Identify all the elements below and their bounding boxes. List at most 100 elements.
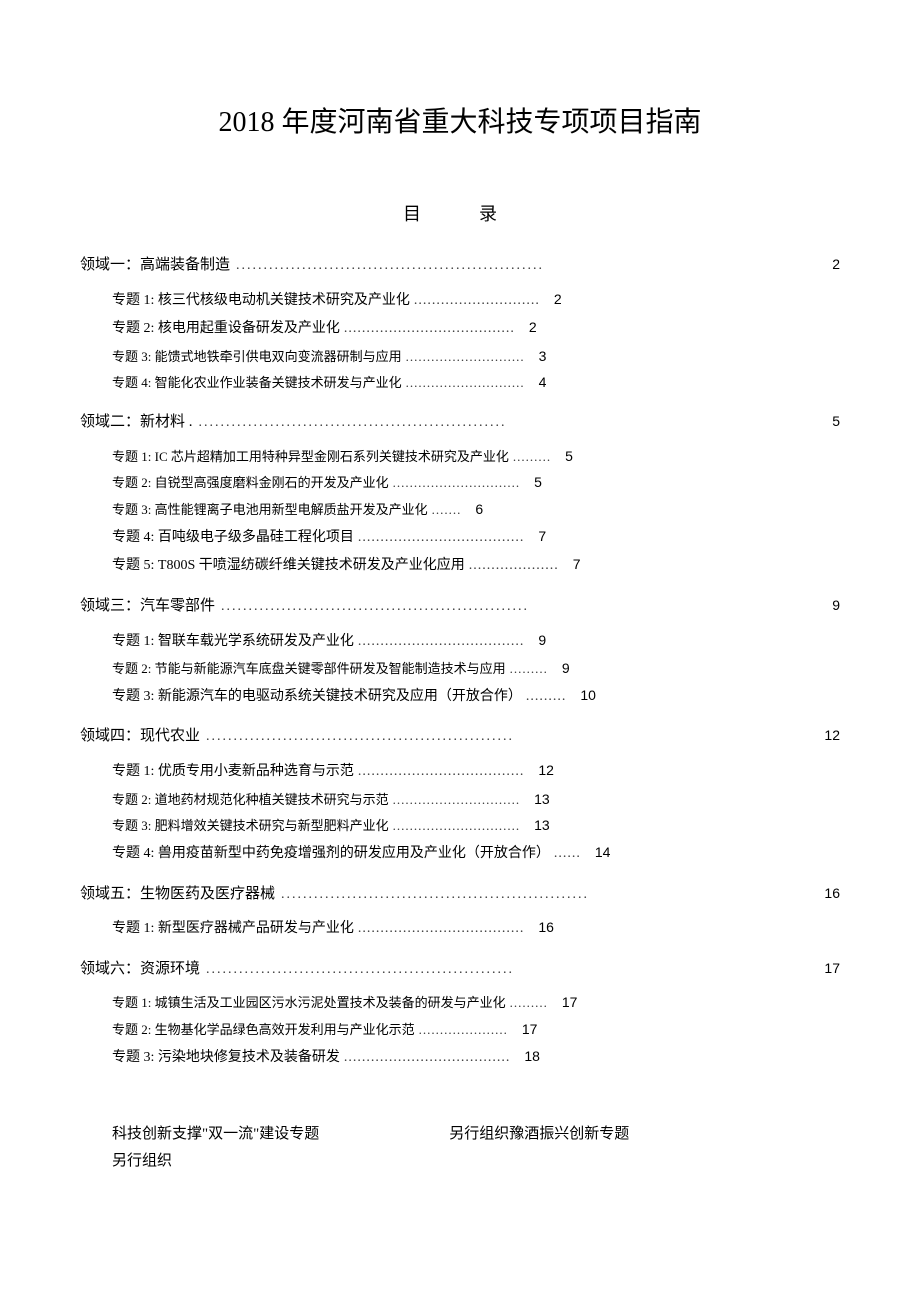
topic-row: 专题 4: 智能化农业作业装备关键技术研发与产业化...............… (80, 369, 840, 396)
domain-page: 17 (820, 955, 840, 982)
topic-label: 专题 1: 核三代核级电动机关键技术研究及产业化 (112, 288, 410, 315)
leader-dots: ......... (522, 684, 571, 711)
topic-row: 专题 1: 核三代核级电动机关键技术研究及产业化................… (80, 286, 840, 315)
topic-row: 专题 2: 道地药材规范化种植关键技术研究与示范................… (80, 786, 840, 813)
topic-page: 3 (529, 343, 547, 370)
leader-dots: ....... (428, 498, 466, 523)
topic-label: 专题 1: 城镇生活及工业园区污水污泥处置技术及装备的研发与产业化 (112, 991, 506, 1016)
topic-label: 专题 3: 高性能锂离子电池用新型电解质盐开发及产业化 (112, 498, 428, 523)
topic-row: 专题 2: 节能与新能源汽车底盘关键零部件研发及智能制造技术与应用.......… (80, 655, 840, 682)
topic-row: 专题 3: 污染地块修复技术及装备研发.....................… (80, 1043, 840, 1072)
domain-row: 领域四：现代农业................................… (80, 722, 840, 751)
topic-row: 专题 5: T800S 干喷湿纺碳纤维关键技术研发及产业化应用.........… (80, 551, 840, 580)
domain-row: 领域一：高端装备制造..............................… (80, 251, 840, 280)
leader-dots: ........................................… (200, 724, 820, 751)
leader-dots: ........................................… (193, 410, 820, 437)
domain-page: 9 (820, 592, 840, 619)
leader-dots: ............................ (402, 371, 529, 396)
leader-dots: ......... (509, 445, 555, 470)
topic-row: 专题 1: 智联车载光学系统研发及产业化....................… (80, 627, 840, 656)
leader-dots: ...... (550, 841, 585, 868)
footer-note-left: 科技创新支撑"双一流"建设专题 (112, 1121, 319, 1148)
leader-dots: .................... (465, 553, 563, 580)
topic-page: 12 (528, 757, 554, 784)
topic-page: 17 (512, 1016, 538, 1043)
topic-row: 专题 3: 高性能锂离子电池用新型电解质盐开发及产业化.......6 (80, 496, 840, 523)
topic-label: 专题 2: 道地药材规范化种植关键技术研究与示范 (112, 788, 389, 813)
topic-page: 7 (563, 551, 581, 578)
leader-dots: ...................................... (340, 316, 519, 343)
topic-page: 2 (519, 314, 537, 341)
topic-page: 14 (585, 839, 611, 866)
topic-label: 专题 3: 新能源汽车的电驱动系统关键技术研究及应用（开放合作） (112, 684, 522, 711)
leader-dots: ..................................... (340, 1045, 515, 1072)
topic-page: 18 (514, 1043, 540, 1070)
leader-dots: ..................................... (354, 629, 529, 656)
leader-dots: .............................. (389, 788, 525, 813)
topic-label: 专题 1: IC 芯片超精加工用特种异型金刚石系列关键技术研究及产业化 (112, 445, 509, 470)
topic-label: 专题 2: 自锐型高强度磨料金刚石的开发及产业化 (112, 471, 389, 496)
topic-page: 13 (524, 786, 550, 813)
domain-page: 12 (820, 722, 840, 749)
leader-dots: ............................ (410, 288, 544, 315)
leader-dots: ......... (506, 991, 552, 1016)
topic-label: 专题 1: 智联车载光学系统研发及产业化 (112, 629, 354, 656)
topic-label: 专题 1: 优质专用小麦新品种选育与示范 (112, 759, 354, 786)
domain-row: 领域二：新材料 ................................… (80, 408, 840, 437)
topic-label: 专题 3: 能馈式地铁牵引供电双向变流器研制与应用 (112, 345, 402, 370)
topic-label: 专题 2: 节能与新能源汽车底盘关键零部件研发及智能制造技术与应用 (112, 657, 506, 682)
topic-page: 9 (552, 655, 570, 682)
leader-dots: ........................................… (275, 882, 820, 909)
topic-row: 专题 2: 自锐型高强度磨料金刚石的开发及产业化................… (80, 469, 840, 496)
topic-row: 专题 1: 城镇生活及工业园区污水污泥处置技术及装备的研发与产业化.......… (80, 989, 840, 1016)
topic-page: 4 (529, 369, 547, 396)
topic-row: 专题 2: 生物基化学品绿色高效开发利用与产业化示范..............… (80, 1016, 840, 1043)
toc-container: 领域一：高端装备制造..............................… (80, 251, 840, 1071)
footer-note-right: 另行组织豫酒振兴创新专题 (449, 1121, 629, 1148)
topic-row: 专题 2: 核电用起重设备研发及产业化.....................… (80, 314, 840, 343)
topic-page: 2 (544, 286, 562, 313)
topic-label: 专题 3: 肥料增效关键技术研究与新型肥料产业化 (112, 814, 389, 839)
topic-row: 专题 1: 优质专用小麦新品种选育与示范....................… (80, 757, 840, 786)
topic-row: 专题 1: 新型医疗器械产品研发与产业化....................… (80, 914, 840, 943)
topic-label: 专题 4: 百吨级电子级多晶硅工程化项目 (112, 525, 354, 552)
topic-row: 专题 3: 能馈式地铁牵引供电双向变流器研制与应用...............… (80, 343, 840, 370)
leader-dots: ..................... (415, 1018, 512, 1043)
leader-dots: ........................................… (215, 594, 820, 621)
topic-label: 专题 5: T800S 干喷湿纺碳纤维关键技术研发及产业化应用 (112, 553, 465, 580)
topic-page: 6 (465, 496, 483, 523)
domain-label: 领域二：新材料 . (80, 408, 193, 437)
topic-row: 专题 1: IC 芯片超精加工用特种异型金刚石系列关键技术研究及产业化.....… (80, 443, 840, 470)
domain-label: 领域五：生物医药及医疗器械 (80, 880, 275, 909)
topic-row: 专题 4: 兽用疫苗新型中药免疫增强剂的研发应用及产业化（开放合作）......… (80, 839, 840, 868)
topic-label: 专题 3: 污染地块修复技术及装备研发 (112, 1045, 340, 1072)
leader-dots: ......... (506, 657, 552, 682)
leader-dots: ........................................… (230, 253, 820, 280)
leader-dots: ........................................… (200, 957, 820, 984)
topic-row: 专题 4: 百吨级电子级多晶硅工程化项目....................… (80, 523, 840, 552)
footer-note-line2: 另行组织 (112, 1148, 840, 1175)
topic-label: 专题 4: 兽用疫苗新型中药免疫增强剂的研发应用及产业化（开放合作） (112, 841, 550, 868)
domain-row: 领域五：生物医药及医疗器械...........................… (80, 880, 840, 909)
document-title: 2018 年度河南省重大科技专项项目指南 (80, 100, 840, 140)
topic-label: 专题 2: 生物基化学品绿色高效开发利用与产业化示范 (112, 1018, 415, 1043)
leader-dots: ..................................... (354, 916, 529, 943)
topic-page: 13 (524, 812, 550, 839)
leader-dots: ............................ (402, 345, 529, 370)
leader-dots: ..................................... (354, 759, 529, 786)
domain-label: 领域四：现代农业 (80, 722, 200, 751)
domain-row: 领域三：汽车零部件...............................… (80, 592, 840, 621)
domain-label: 领域一：高端装备制造 (80, 251, 230, 280)
topic-page: 10 (570, 682, 596, 709)
topic-page: 5 (555, 443, 573, 470)
topic-label: 专题 1: 新型医疗器械产品研发与产业化 (112, 916, 354, 943)
topic-label: 专题 4: 智能化农业作业装备关键技术研发与产业化 (112, 371, 402, 396)
leader-dots: .............................. (389, 814, 525, 839)
domain-row: 领域六：资源环境................................… (80, 955, 840, 984)
topic-label: 专题 2: 核电用起重设备研发及产业化 (112, 316, 340, 343)
footer-notes: 科技创新支撑"双一流"建设专题 另行组织豫酒振兴创新专题 另行组织 (80, 1121, 840, 1175)
topic-page: 17 (552, 989, 578, 1016)
topic-page: 5 (524, 469, 542, 496)
domain-label: 领域六：资源环境 (80, 955, 200, 984)
topic-page: 7 (528, 523, 546, 550)
